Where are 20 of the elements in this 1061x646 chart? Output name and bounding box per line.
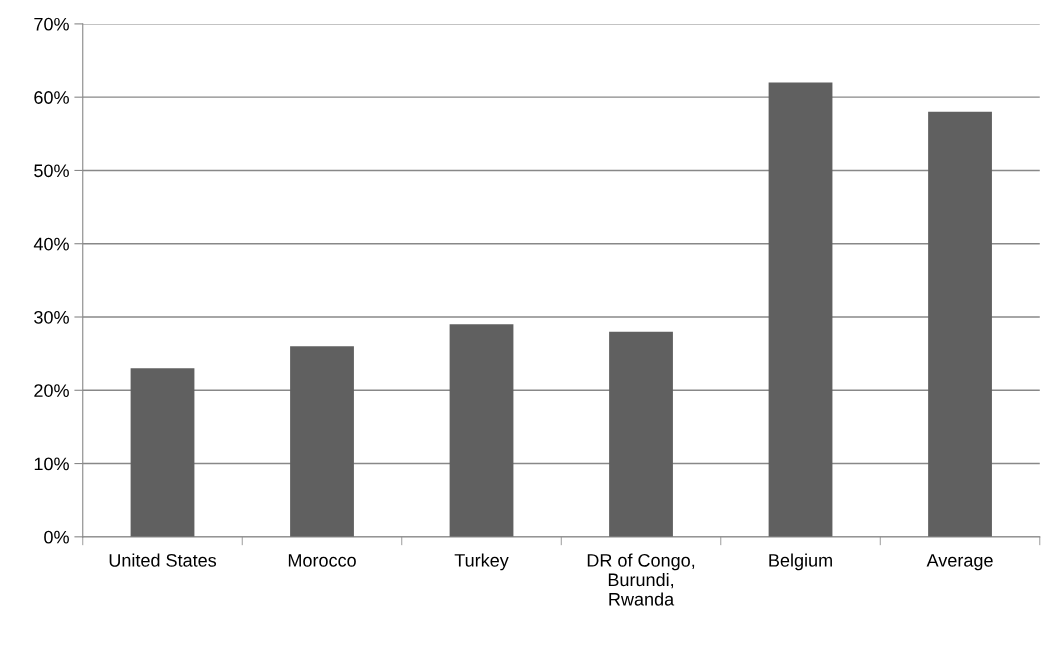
x-tick-label: Average xyxy=(926,554,993,571)
y-tick-label: 40% xyxy=(33,237,69,251)
bar xyxy=(768,82,833,537)
y-tick-label: 60% xyxy=(34,91,69,104)
bar xyxy=(130,368,195,537)
bar xyxy=(928,111,992,537)
y-tick-label: 20% xyxy=(34,384,69,397)
x-tick-label: Morocco xyxy=(288,554,356,567)
y-tick-label: 70% xyxy=(34,17,69,31)
y-tick-label: 10% xyxy=(34,457,69,471)
x-tick-label: Belgium xyxy=(769,553,832,571)
bar xyxy=(290,346,354,537)
x-tick-label: DR of Congo, Burundi, Rwanda xyxy=(587,553,695,606)
y-tick-label: 50% xyxy=(34,164,69,178)
x-tick-label: Turkey xyxy=(454,553,509,571)
y-tick-label: 0% xyxy=(44,530,69,544)
x-tick-label: United States xyxy=(109,553,217,567)
y-tick-label: 30% xyxy=(34,310,69,324)
bar xyxy=(609,331,673,537)
bar xyxy=(449,324,514,537)
